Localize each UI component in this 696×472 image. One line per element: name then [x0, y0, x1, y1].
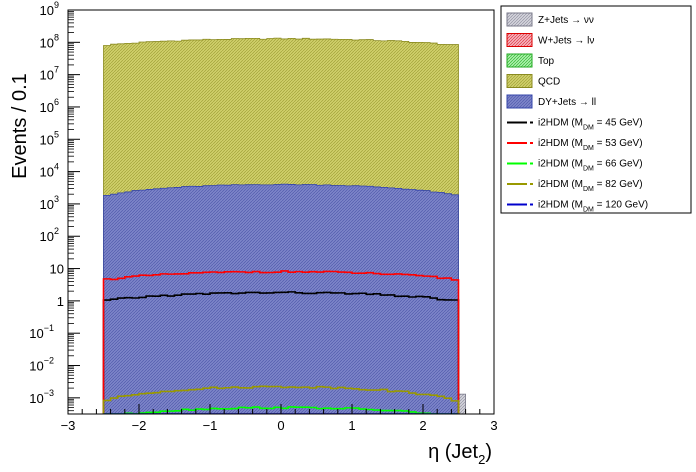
legend-entry: Top	[506, 53, 555, 68]
legend: Z+Jets → νν W+Jets → lν Top QCD DY+Jets → ll…	[500, 5, 692, 214]
y-axis-title: Events / 0.1	[9, 73, 31, 179]
signal-line-3	[102, 385, 460, 414]
signal-line-1	[102, 270, 460, 414]
x-tick-label: 0	[277, 418, 284, 433]
stack-layer-1	[103, 183, 459, 414]
x-tick-label: −2	[132, 418, 147, 433]
x-tick-label: 1	[348, 418, 355, 433]
legend-entry: i2HDM (MDM = 120 GeV)	[507, 200, 648, 214]
legend-label: i2HDM (MDM = 45 GeV)	[538, 118, 643, 132]
legend-swatch	[506, 94, 533, 109]
legend-swatch	[506, 12, 533, 27]
tail-bin	[458, 393, 466, 414]
stacked-histogram-bars	[103, 37, 466, 414]
legend-entry: i2HDM (MDM = 45 GeV)	[507, 118, 643, 132]
legend-label: i2HDM (MDM = 82 GeV)	[538, 179, 643, 193]
y-tick-label: 103	[40, 194, 59, 212]
x-axis: −3 −2 −1 0 1 2 3	[61, 404, 498, 433]
legend-label: i2HDM (MDM = 66 GeV)	[538, 159, 643, 173]
legend-label: DY+Jets → ll	[538, 97, 596, 108]
x-tick-label: −1	[203, 418, 218, 433]
y-tick-label: 10	[50, 262, 64, 277]
y-tick-label: 105	[40, 129, 59, 147]
legend-label: Z+Jets → νν	[538, 15, 594, 26]
y-tick-label: 106	[40, 97, 59, 115]
y-tick-label: 10−2	[29, 356, 54, 374]
legend-swatch	[506, 33, 533, 47]
x-tick-label: 3	[490, 418, 497, 433]
y-tick-label: 107	[40, 65, 59, 83]
legend-entry: Z+Jets → νν	[506, 12, 594, 27]
x-tick-label: 2	[419, 418, 426, 433]
y-axis: 109 108 107 106 105 104 103 102 10 110−1 10−2 10−3	[29, 0, 80, 412]
y-tick-label: 109	[40, 0, 59, 18]
signal-line-0	[102, 291, 460, 414]
legend-entry: i2HDM (MDM = 53 GeV)	[507, 138, 643, 152]
legend-swatch	[506, 74, 533, 88]
x-tick-label: −3	[61, 418, 76, 433]
legend-entry: DY+Jets → ll	[506, 94, 596, 109]
legend-label: Top	[538, 56, 555, 67]
legend-entry: QCD	[506, 74, 560, 88]
legend-label: QCD	[538, 77, 560, 88]
y-tick-label: 104	[40, 162, 59, 180]
y-tick-label: 102	[40, 226, 59, 244]
legend-label: i2HDM (MDM = 53 GeV)	[538, 138, 643, 152]
stack-area-1	[103, 183, 459, 414]
legend-swatch	[506, 53, 533, 68]
y-tick-label: 10−3	[29, 388, 54, 406]
y-tick-label: 1	[57, 294, 64, 309]
x-axis-title: η (Jet2)	[428, 441, 492, 467]
y-tick-label: 108	[40, 32, 59, 50]
y-tick-label: 10−1	[29, 323, 54, 341]
legend-label: W+Jets → lν	[538, 36, 594, 47]
legend-box	[500, 5, 692, 214]
legend-entry: i2HDM (MDM = 82 GeV)	[507, 179, 643, 193]
legend-entry: i2HDM (MDM = 66 GeV)	[507, 159, 643, 173]
legend-label: i2HDM (MDM = 120 GeV)	[538, 200, 648, 214]
legend-entry: W+Jets → lν	[506, 33, 594, 47]
